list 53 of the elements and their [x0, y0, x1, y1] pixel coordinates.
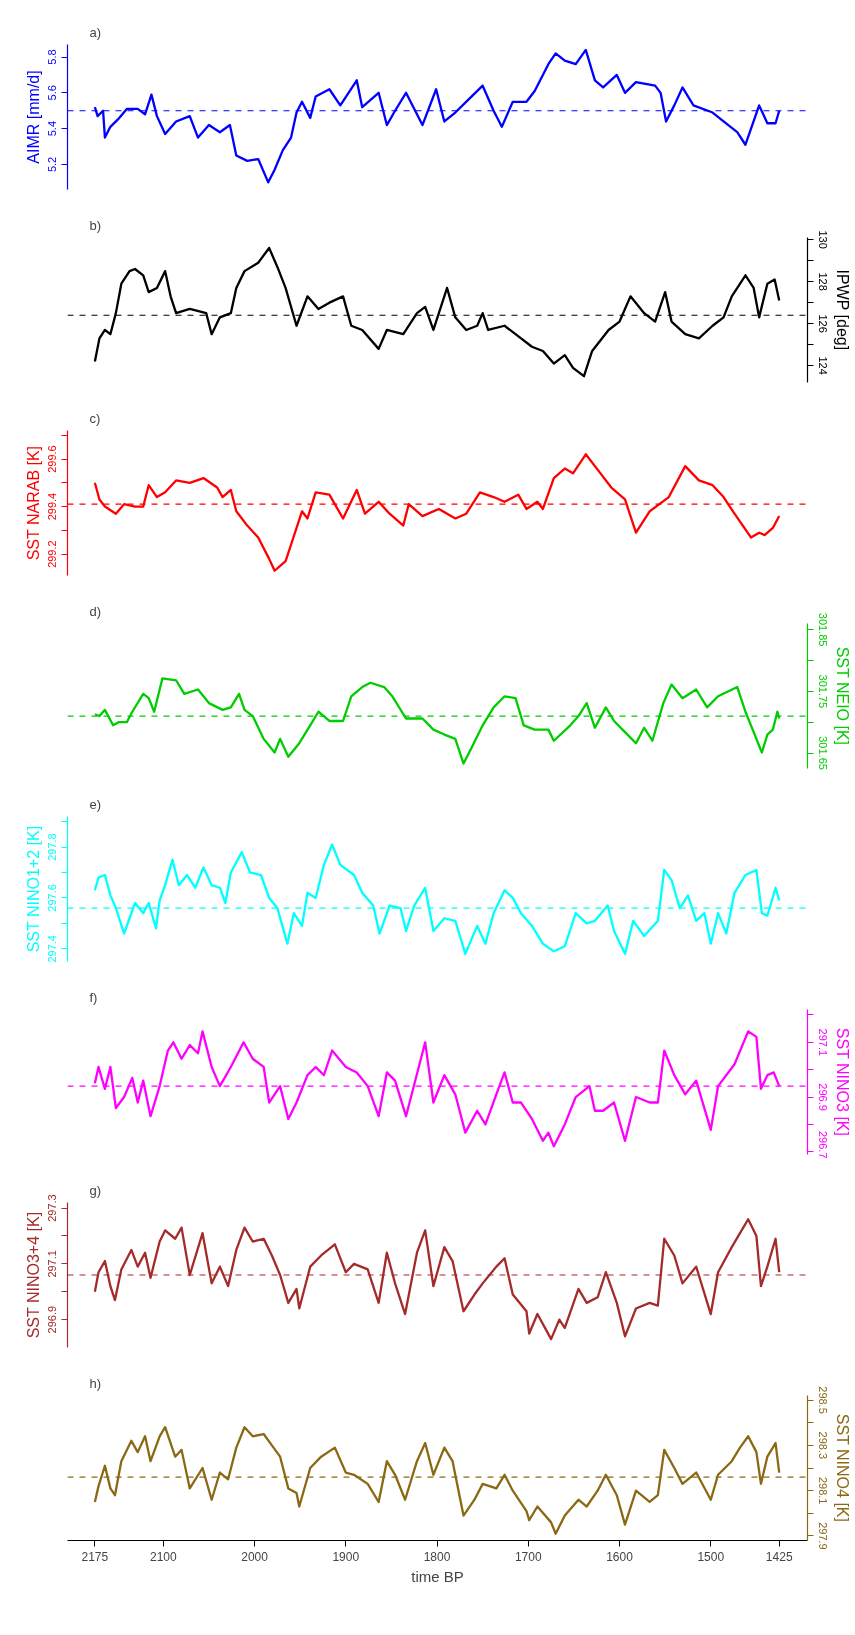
y2-tick-label: 124: [816, 356, 829, 375]
y-tick-label: 296.9: [46, 1305, 59, 1334]
y2-tick-label: 298.1: [816, 1476, 829, 1505]
y-tick-label: 297.6: [46, 884, 59, 912]
y2-tick-label: 130: [816, 230, 829, 249]
x-tick-label: 2100: [149, 1549, 177, 1564]
y-axis-title: AIMR [mm/d]: [24, 70, 42, 164]
y2-tick-label: 301.65: [816, 736, 829, 770]
y-tick-label: 299.2: [46, 540, 59, 568]
x-axis-title: time BP: [411, 1567, 464, 1585]
y-tick-label: 5.4: [46, 120, 59, 137]
y2-tick-label: 297.1: [816, 1028, 829, 1057]
y-tick-label: 299.6: [46, 445, 59, 473]
y2-tick-label: 128: [816, 272, 829, 291]
x-tick-label: 1800: [423, 1549, 451, 1564]
y2-tick-label: 126: [816, 314, 829, 333]
x-tick-label: 1500: [697, 1549, 725, 1564]
y2-axis-title: SST NINO4 [K]: [833, 1413, 851, 1522]
chart-title: g): [89, 1182, 102, 1198]
x-tick-label: 1600: [606, 1549, 634, 1564]
x-tick-label: 1700: [514, 1549, 542, 1564]
chart-title: h): [89, 1375, 102, 1391]
y-tick-label: 297.4: [46, 935, 59, 963]
y2-tick-label: 298.3: [816, 1431, 829, 1460]
x-tick-label: 2175: [81, 1549, 109, 1564]
y2-axis-title: SST NINO3 [K]: [833, 1027, 851, 1136]
y2-tick-label: 296.7: [816, 1130, 829, 1159]
chart-title: f): [89, 989, 98, 1005]
x-tick-label: 1900: [332, 1549, 360, 1564]
y2-axis-title: IPWP [deg]: [833, 269, 851, 351]
x-tick-label: 1425: [765, 1549, 793, 1564]
y-axis-title: SST NARAB [K]: [24, 445, 42, 561]
y2-axis-title: SST NEIO [K]: [833, 646, 851, 746]
y2-tick-label: 296.9: [816, 1083, 829, 1111]
y-tick-label: 5.2: [46, 156, 59, 173]
y2-tick-label: 301.75: [816, 674, 829, 709]
chart-title: c): [89, 410, 101, 426]
chart-title: a): [89, 24, 102, 40]
chart-title: d): [89, 603, 102, 619]
y2-tick-label: 301.85: [816, 612, 829, 647]
x-tick-label: 2000: [241, 1549, 269, 1564]
y-tick-label: 299.4: [46, 492, 59, 521]
y-tick-label: 297.3: [46, 1194, 59, 1222]
y-tick-label: 297.1: [46, 1250, 59, 1278]
chart-title: e): [89, 796, 102, 812]
chart-title: b): [89, 217, 102, 233]
y-axis-title: SST NINO3+4 [K]: [24, 1211, 42, 1339]
y-tick-label: 5.6: [46, 85, 59, 101]
y2-tick-label: 297.9: [816, 1522, 829, 1550]
y-axis-title: SST NINO1+2 [K]: [24, 825, 42, 953]
y2-tick-label: 298.5: [816, 1386, 829, 1414]
y-tick-label: 297.8: [46, 833, 59, 861]
y-tick-label: 5.8: [46, 49, 59, 65]
